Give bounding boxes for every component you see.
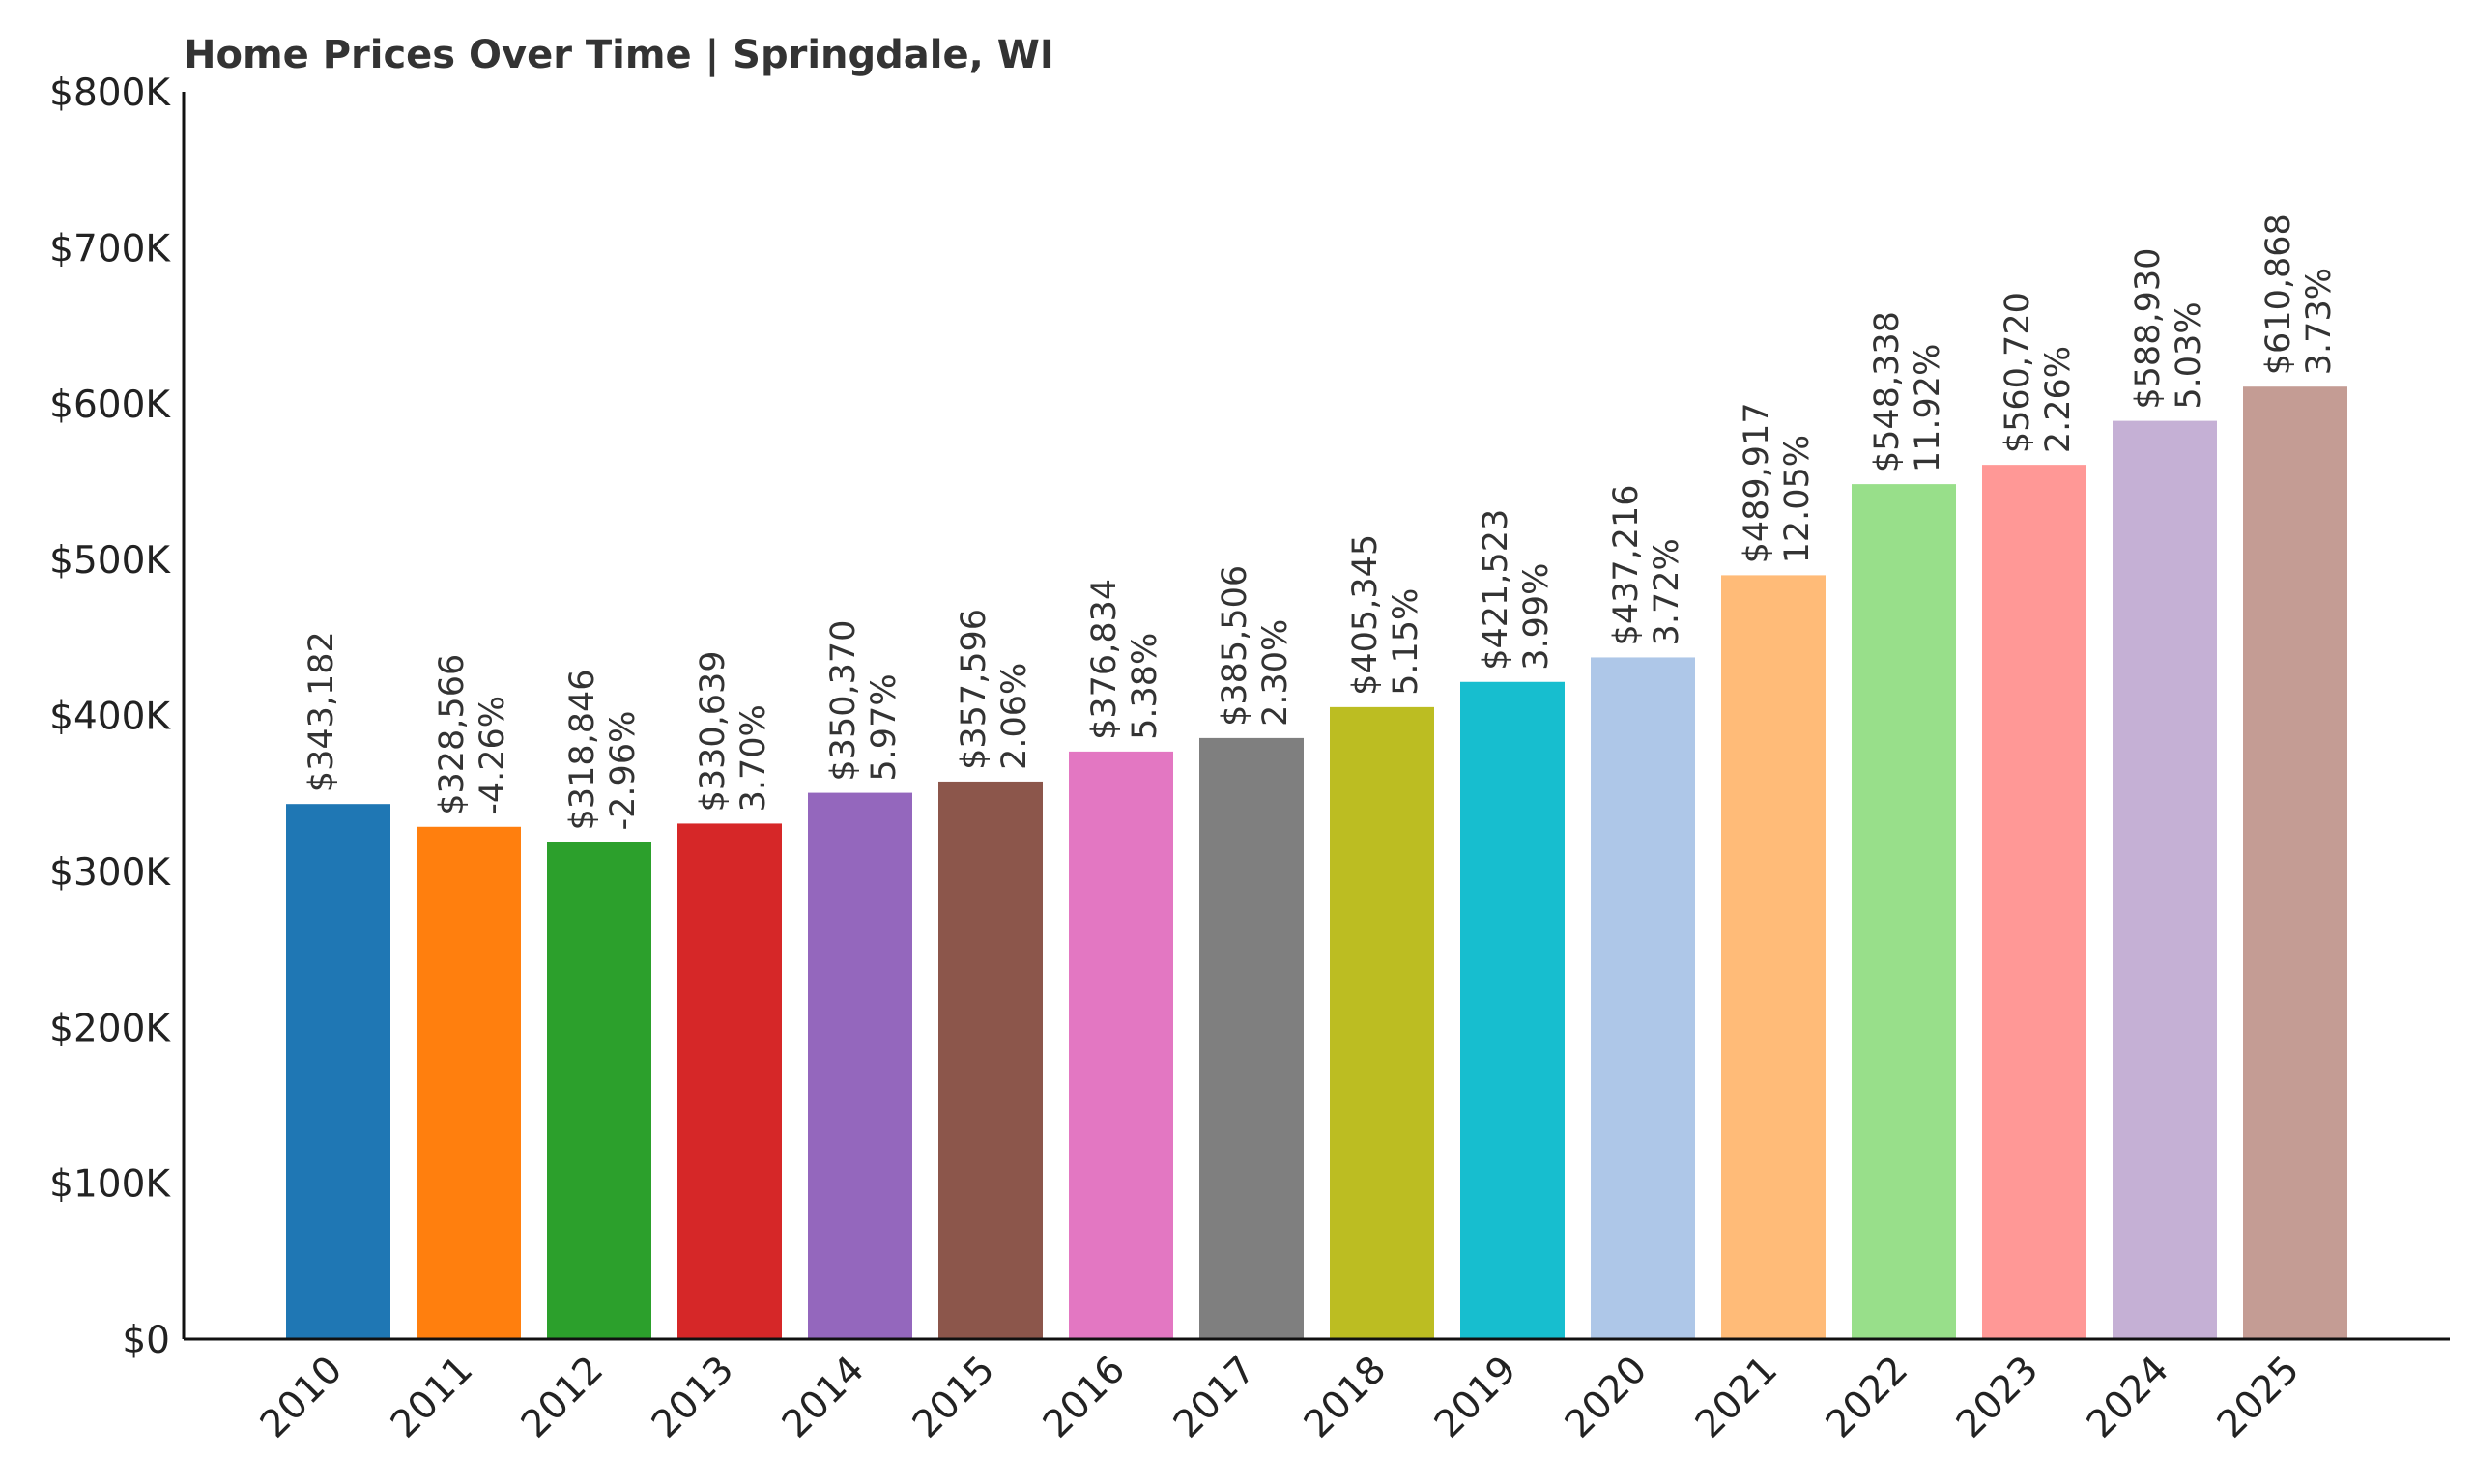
change-label: 2.26% [2039, 346, 2078, 453]
change-label: 5.97% [865, 673, 904, 781]
x-axis: 2010 2011 2012 2013 2014 2015 2016 2017 2018 2019… [184, 1337, 2450, 1446]
bar [417, 826, 521, 1339]
change-label: 5.38% [1126, 633, 1165, 740]
x-tick-label: 2010 [252, 1348, 351, 1446]
value-label: $350,370 [824, 620, 863, 782]
value-label: $421,523 [1477, 509, 1515, 671]
value-label: $328,566 [433, 654, 472, 815]
bar [1721, 575, 1826, 1339]
bar [677, 823, 782, 1339]
x-tick-label: 2022 [1818, 1348, 1916, 1446]
bars-group [286, 386, 2347, 1340]
data-labels-group: $343,182 $328,566 -4.26% $318,846 -2.96% $330… [302, 214, 2339, 830]
x-tick-label: 2017 [1165, 1348, 1264, 1446]
x-tick-label: 2011 [383, 1348, 481, 1446]
value-label: $610,868 [2259, 214, 2298, 375]
y-tick-label: $600K [49, 384, 171, 427]
y-tick-label: $700K [49, 227, 171, 271]
value-label: $588,930 [2129, 248, 2168, 410]
chart-title: Home Prices Over Time | Springdale, WI [184, 33, 1054, 78]
y-tick-label: $200K [49, 1007, 171, 1050]
bar [1069, 751, 1173, 1339]
x-tick-label: 2018 [1296, 1348, 1395, 1446]
change-label: 5.15% [1387, 588, 1425, 696]
value-label: $330,639 [694, 650, 733, 812]
change-label: 3.70% [734, 704, 773, 812]
bar [547, 842, 651, 1339]
x-tick-label: 2016 [1035, 1348, 1134, 1446]
x-tick-label: 2014 [774, 1348, 873, 1446]
change-label: 2.06% [995, 663, 1034, 770]
x-tick-label: 2015 [905, 1348, 1003, 1446]
x-tick-label: 2013 [644, 1348, 742, 1446]
change-label: -4.26% [474, 696, 512, 815]
x-tick-label: 2021 [1687, 1348, 1786, 1446]
bar [2113, 420, 2217, 1339]
value-label: $405,345 [1346, 534, 1385, 696]
bar [286, 804, 390, 1339]
bar [1330, 706, 1434, 1339]
bar [1852, 484, 1956, 1340]
x-tick-label: 2023 [1948, 1348, 2047, 1446]
value-label: $489,917 [1738, 402, 1776, 563]
y-tick-label: $0 [122, 1319, 170, 1362]
change-label: 3.73% [2300, 268, 2339, 375]
y-tick-label: $400K [49, 696, 171, 739]
bar [1982, 465, 2086, 1340]
bar [2243, 386, 2347, 1339]
x-tick-label: 2020 [1557, 1348, 1655, 1446]
change-label: 3.99% [1517, 563, 1556, 671]
y-tick-label: $300K [49, 851, 171, 895]
y-tick-label: $500K [49, 539, 171, 583]
change-label: 11.92% [1909, 344, 1947, 472]
change-label: 5.03% [2170, 301, 2208, 409]
x-tick-label: 2024 [2079, 1348, 2177, 1446]
bar [1460, 681, 1565, 1339]
value-label: $376,834 [1085, 579, 1124, 740]
x-tick-label: 2019 [1426, 1348, 1525, 1446]
value-label: $357,596 [955, 609, 993, 770]
value-label: $560,720 [1999, 292, 2037, 453]
value-label: $343,182 [302, 631, 341, 792]
x-tick-label: 2025 [2209, 1348, 2308, 1446]
bar [1199, 737, 1304, 1339]
change-label: 12.05% [1778, 435, 1817, 563]
bar [808, 792, 912, 1339]
y-tick-label: $100K [49, 1163, 171, 1207]
value-label: $437,216 [1607, 484, 1646, 645]
bar [938, 781, 1043, 1339]
change-label: -2.96% [604, 711, 643, 831]
bar [1591, 657, 1695, 1339]
change-label: 3.72% [1648, 538, 1686, 645]
value-label: $548,338 [1868, 311, 1907, 472]
value-label: $385,506 [1216, 565, 1254, 727]
value-label: $318,846 [563, 669, 602, 830]
y-tick-label: $800K [49, 71, 171, 115]
y-axis: $0 $100K $200K $300K $400K $500K $600K $700K $80… [49, 71, 186, 1362]
x-tick-label: 2012 [513, 1348, 612, 1446]
change-label: 2.30% [1256, 619, 1295, 727]
